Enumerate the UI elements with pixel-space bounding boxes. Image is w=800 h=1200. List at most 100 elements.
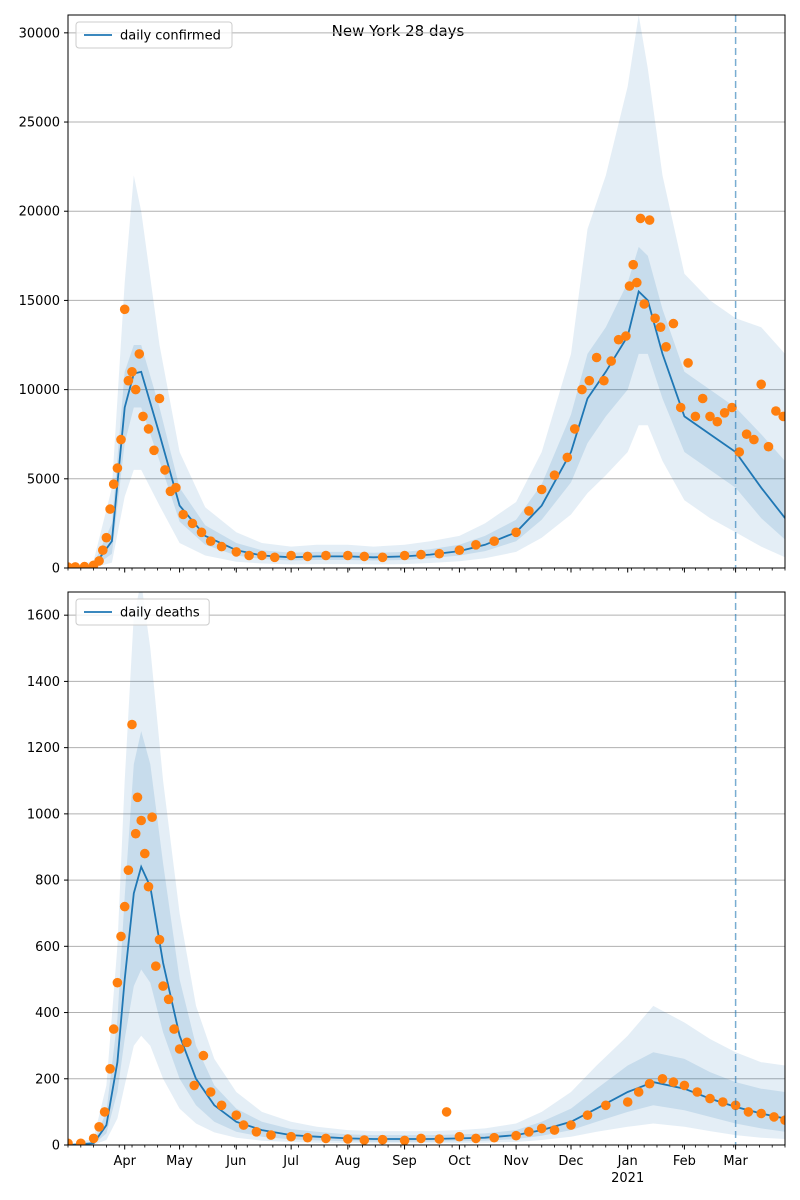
observed-point [524,506,534,516]
observed-point [377,1134,388,1145]
observed-point [321,1133,331,1144]
plot-area [68,592,785,1145]
observed-point [134,349,145,359]
x-tick-label: Jun [225,1154,246,1169]
observed-point [189,1080,199,1091]
plot-area [68,15,785,568]
observed-point [198,1050,209,1061]
observed-point [624,281,635,291]
observed-point [511,527,521,538]
observed-point [511,1130,521,1141]
observed-point [132,792,143,803]
observed-point [566,1120,576,1130]
observed-point [68,1138,73,1145]
observed-point [98,545,108,555]
observed-point [599,375,609,386]
observed-point [769,1112,779,1122]
figure-title: New York 28 days [332,22,465,40]
y-tick-label: 0 [52,1139,60,1154]
observed-point [79,561,90,568]
observed-point [434,548,445,559]
observed-point [756,1108,766,1119]
observed-point [657,1074,668,1084]
x-tick-label: Oct [448,1154,470,1169]
observed-point [286,1131,296,1142]
y-tick-label: 200 [35,1072,60,1087]
legend-box [75,21,233,49]
observed-point [216,541,227,552]
observed-point [149,445,159,456]
observed-point [99,1107,110,1117]
observed-point [780,1115,785,1125]
observed-point [112,977,123,988]
observed-point [238,1120,249,1130]
observed-point [489,536,500,546]
observed-point [178,509,188,520]
y-tick-label: 10000 [19,383,60,398]
observed-point [454,1131,465,1142]
observed-point [778,411,785,422]
y-tick-label: 30000 [19,26,60,41]
x-year-label: 2021 [611,1171,644,1186]
y-tick-label: 1000 [27,807,60,822]
x-tick-label: Jul [282,1154,299,1169]
observed-point [151,961,161,971]
legend-label: daily confirmed [120,29,221,44]
observed-point [205,536,216,546]
x-tick-label: Aug [335,1154,360,1169]
observed-point [743,1107,754,1117]
y-tick-label: 1600 [27,609,60,624]
y-tick-label: 1200 [27,741,60,756]
observed-point [160,465,170,475]
y-tick-label: 25000 [19,116,60,131]
observed-point [108,479,119,490]
observed-point [416,1133,426,1144]
observed-point [174,1044,185,1054]
x-tick-label: Feb [673,1154,696,1169]
observed-point [244,550,254,561]
observed-point [668,318,679,329]
observed-point [70,562,81,568]
observed-point [94,1122,104,1132]
observed-point [105,1064,115,1074]
observed-point [683,358,693,368]
observed-point [628,259,638,270]
observed-point [591,352,602,363]
observed-point [251,1127,262,1137]
observed-point [123,865,134,875]
observed-point [130,828,141,839]
observed-point [377,552,388,563]
observed-point [138,411,148,422]
observed-point [644,1078,655,1089]
observed-point [130,384,141,395]
observed-point [399,1135,410,1145]
observed-point [119,901,130,912]
observed-point [112,463,123,473]
observed-point [147,812,157,822]
x-tick-label: Nov [503,1154,529,1169]
observed-point [154,934,165,945]
observed-point [359,551,370,562]
observed-point [719,408,730,418]
observed-point [549,470,560,481]
observed-point [613,334,624,345]
band-inner [68,731,785,1145]
x-tick-label: Jan [617,1154,638,1169]
y-tick-label: 5000 [27,472,60,487]
observed-point [763,441,774,452]
observed-point [705,1093,715,1104]
x-tick-label: Mar [723,1154,748,1169]
observed-point [231,1110,242,1120]
legend-label: daily deaths [120,606,200,621]
observed-point [187,518,198,529]
observed-point [741,429,752,440]
observed-point [140,848,150,859]
observed-point [154,393,165,404]
observed-point [302,551,313,562]
y-tick-label: 20000 [19,205,60,220]
observed-point [123,375,134,386]
observed-point [143,881,154,892]
observed-point [269,552,280,563]
y-tick-label: 1400 [27,675,60,690]
